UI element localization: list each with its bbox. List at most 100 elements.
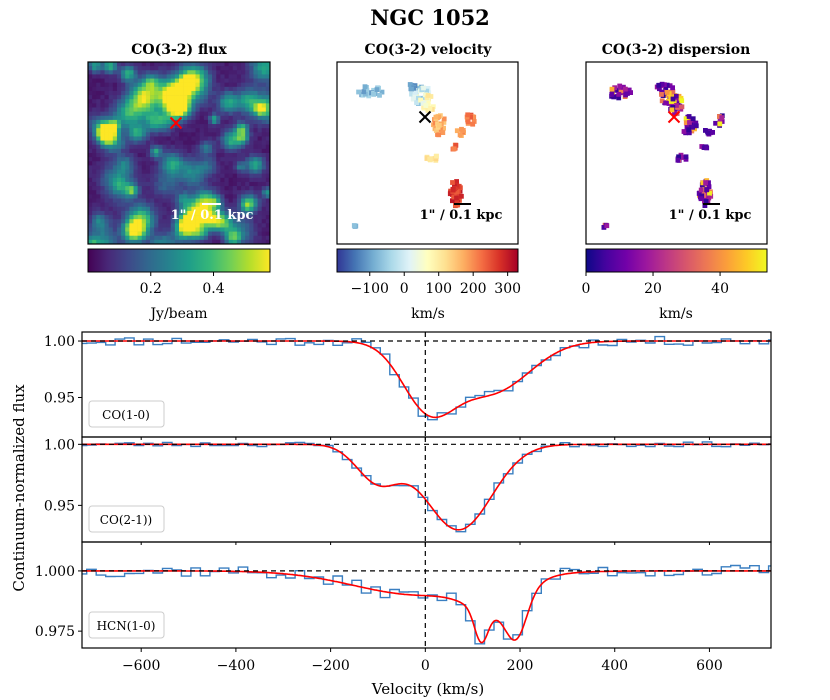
map-pixel — [212, 148, 217, 154]
map-pixel — [257, 136, 263, 141]
map-pixel — [265, 219, 271, 224]
map-pixel — [261, 62, 267, 67]
map-pixel — [191, 223, 196, 228]
map-pixel — [170, 90, 176, 96]
map-pixel — [203, 62, 209, 67]
map-pixel — [220, 181, 225, 187]
map-pixel — [249, 161, 254, 166]
map-pixel — [199, 66, 205, 71]
map-pixel — [199, 107, 205, 112]
map-pixel — [228, 177, 234, 183]
map-pixel — [187, 194, 192, 199]
colorbar-tick-label: 100 — [425, 281, 452, 297]
map-pixel — [187, 128, 192, 133]
map-pixel — [203, 86, 209, 92]
map-pixel — [125, 210, 130, 216]
map-pixel — [228, 148, 234, 154]
map-pixel — [112, 202, 118, 208]
map-pixel — [154, 190, 159, 195]
map-pixel — [125, 186, 130, 191]
map-pixel — [179, 202, 184, 208]
map-pixel — [121, 128, 126, 133]
map-pixel — [137, 66, 143, 71]
map-pixel — [216, 161, 221, 166]
map-pixel — [459, 193, 464, 199]
map-pixel — [191, 227, 196, 232]
map-pixel — [88, 169, 93, 174]
map-pixel — [174, 198, 180, 203]
map-pixel — [154, 231, 159, 237]
map-pixel — [212, 215, 217, 220]
map-pixel — [199, 70, 205, 75]
map-pixel — [96, 74, 101, 79]
map-pixel — [241, 124, 246, 129]
map-pixel — [228, 157, 234, 162]
map-pixel — [141, 90, 147, 96]
map-pixel — [203, 194, 209, 199]
map-pixel — [96, 210, 101, 216]
map-pixel — [423, 103, 429, 108]
map-pixel — [241, 86, 246, 92]
map-pixel — [436, 114, 442, 120]
map-pixel — [228, 124, 234, 129]
map-pixel — [183, 194, 188, 199]
map-pixel — [145, 219, 151, 224]
map-pixel — [145, 231, 151, 237]
map-pixel — [100, 70, 105, 75]
map-pixel — [162, 239, 167, 245]
map-pixel — [137, 219, 143, 224]
map-pixel — [183, 62, 188, 67]
map-pixel — [261, 115, 267, 121]
map-pixel — [137, 177, 143, 183]
map-pixel — [166, 66, 172, 71]
map-pixel — [108, 128, 114, 133]
map-pixel — [212, 70, 217, 75]
map-pixel — [199, 161, 205, 166]
map-pixel — [170, 157, 176, 162]
map-pixel — [108, 144, 114, 150]
map-pixel — [108, 153, 114, 158]
map-pixel — [207, 86, 213, 92]
colorbar-tick-label: 20 — [644, 281, 662, 297]
map-pixel — [703, 180, 708, 185]
map-pixel — [162, 62, 167, 67]
map-pixel — [108, 206, 114, 212]
map-pixel — [108, 194, 114, 199]
map-pixel — [88, 198, 93, 203]
map-pixel — [199, 239, 205, 245]
map-pixel — [88, 231, 93, 237]
map-pixel — [141, 82, 147, 88]
map-pixel — [104, 86, 109, 92]
map-pixel — [195, 136, 200, 141]
map-pixel — [92, 148, 97, 154]
map-pixel — [133, 119, 138, 125]
map-pixel — [236, 181, 242, 187]
y-tick-label: 1.00 — [44, 334, 75, 350]
map-pixel — [137, 157, 143, 162]
map-pixel — [154, 161, 159, 166]
map-pixel — [212, 219, 217, 224]
colorbar-tick-label: −100 — [351, 281, 389, 297]
map-pixel — [253, 210, 258, 216]
map-pixel — [145, 169, 151, 174]
map-pixel — [121, 169, 126, 174]
map-pixel — [374, 87, 380, 92]
map-pixel — [150, 95, 155, 100]
map-pixel — [265, 90, 271, 96]
map-pixel — [207, 128, 213, 133]
map-pixel — [137, 181, 143, 187]
map-pixel — [216, 119, 221, 125]
map-pixel — [116, 86, 122, 92]
map-pixel — [112, 173, 118, 179]
map-pixel — [162, 66, 167, 71]
map-pixel — [261, 153, 267, 158]
map-pixel — [145, 86, 151, 92]
map-pixel — [261, 206, 267, 212]
map-pixel — [187, 66, 192, 71]
map-pixel — [121, 215, 126, 220]
map-pixel — [224, 111, 229, 117]
map-pixel — [133, 99, 138, 104]
map-pixel — [245, 62, 250, 67]
map-pixel — [351, 223, 357, 228]
map-pixel — [125, 206, 130, 212]
